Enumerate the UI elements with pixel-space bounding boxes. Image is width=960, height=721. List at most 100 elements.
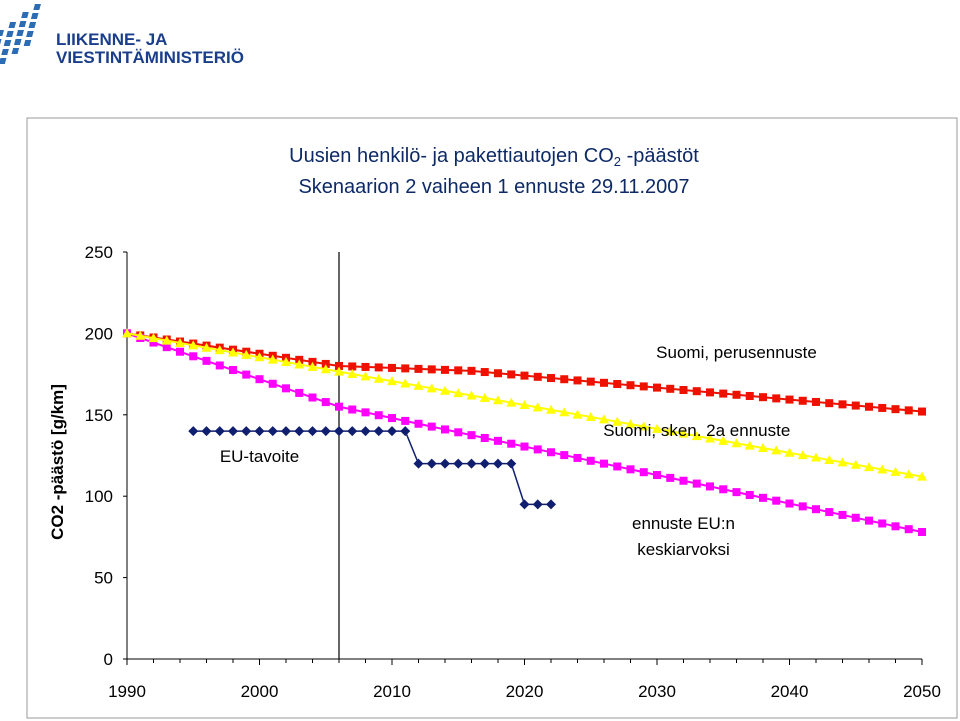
data-point-eu_avg [573, 453, 582, 462]
series-sken2a [122, 328, 927, 481]
data-point-sken2a [784, 447, 795, 457]
data-point-sken2a [267, 354, 278, 364]
data-point-eu_target [400, 426, 411, 437]
data-point-sken2a [850, 459, 861, 469]
data-point-perus [666, 384, 675, 393]
data-point-perus [600, 378, 608, 387]
data-point-sken2a [665, 426, 676, 436]
logo-mark-block [23, 40, 32, 46]
data-point-eu_avg [454, 428, 463, 437]
data-point-sken2a [532, 402, 543, 412]
data-point-eu_target [347, 426, 358, 437]
data-point-sken2a [519, 400, 530, 410]
chart-frame [26, 117, 958, 719]
logo-line2: VIESTINTÄMINISTERIÖ [56, 48, 244, 67]
data-point-eu_avg [745, 490, 754, 499]
data-point-eu_avg [361, 408, 370, 417]
data-point-sken2a [585, 411, 596, 421]
data-point-eu_avg [507, 439, 516, 448]
data-point-eu_avg [772, 496, 781, 505]
data-point-sken2a [426, 383, 437, 393]
data-point-perus [480, 368, 489, 377]
data-point-eu_avg [321, 398, 330, 407]
logo-mark-block [11, 48, 20, 54]
logo-mark-block [21, 12, 29, 18]
data-point-eu_target [201, 426, 212, 437]
data-point-sken2a [453, 388, 464, 398]
y-tick-label: 150 [85, 406, 113, 425]
data-point-eu_target [532, 499, 543, 510]
data-point-eu_avg [215, 361, 224, 370]
data-point-perus [918, 407, 926, 416]
data-point-sken2a [691, 431, 702, 441]
logo-mark-block [33, 4, 41, 10]
chart-annotation: Suomi, sken. 2a ennuste [603, 421, 790, 440]
data-point-perus [878, 403, 887, 412]
chart-annotation: ennuste EU:n [632, 514, 735, 533]
data-point-perus [348, 362, 357, 371]
x-tick-label: 1990 [108, 682, 146, 701]
data-point-eu_target [241, 426, 252, 437]
data-point-eu_target [387, 426, 397, 437]
data-point-sken2a [917, 471, 927, 481]
data-point-eu_avg [732, 488, 741, 497]
data-point-eu_target [466, 458, 477, 469]
data-point-eu_avg [547, 448, 555, 457]
data-point-sken2a [201, 342, 212, 352]
data-point-eu_avg [653, 471, 661, 480]
data-point-perus [520, 371, 529, 380]
data-point-eu_target [373, 426, 384, 437]
data-point-sken2a [864, 462, 874, 472]
data-point-perus [692, 387, 701, 396]
data-point-eu_avg [798, 502, 807, 511]
series-eu_target [188, 426, 556, 510]
data-point-sken2a [877, 464, 888, 474]
data-point-eu_avg [533, 445, 542, 454]
data-point-sken2a [744, 440, 755, 450]
data-point-eu_avg [560, 451, 569, 460]
data-point-perus [838, 400, 847, 409]
data-point-sken2a [479, 392, 490, 402]
data-point-sken2a [758, 443, 768, 453]
data-point-sken2a [599, 414, 609, 424]
data-point-sken2a [294, 359, 305, 369]
data-point-sken2a [638, 421, 649, 431]
data-point-perus [812, 397, 820, 406]
logo-mark-icon [0, 4, 41, 64]
logo-mark-block [16, 30, 24, 36]
data-point-eu_avg [335, 402, 343, 411]
data-point-eu_avg [308, 393, 317, 402]
data-point-sken2a [373, 373, 384, 383]
data-point-sken2a [546, 404, 556, 414]
data-point-eu_target [453, 458, 464, 469]
data-point-sken2a [241, 349, 252, 359]
logo-mark-block [26, 31, 34, 37]
series-layer [122, 328, 927, 537]
y-tick-label: 250 [85, 243, 113, 262]
x-tick-label: 2020 [506, 682, 544, 701]
data-point-sken2a [334, 366, 344, 376]
data-point-eu_target [320, 426, 331, 437]
data-point-eu_avg [414, 419, 423, 428]
logo-mark-block [6, 31, 14, 37]
data-point-perus [865, 402, 873, 411]
data-point-sken2a [625, 419, 636, 429]
data-point-eu_avg [189, 352, 198, 361]
data-point-perus [441, 365, 449, 374]
data-point-sken2a [652, 423, 662, 433]
data-point-sken2a [797, 450, 808, 460]
data-point-perus [586, 377, 595, 386]
data-point-perus [653, 383, 661, 392]
data-point-eu_avg [427, 422, 436, 431]
data-point-eu_target [413, 458, 424, 469]
data-point-eu_target [519, 499, 530, 510]
data-point-eu_target [493, 458, 503, 469]
data-point-perus [507, 370, 516, 379]
data-point-eu_target [479, 458, 490, 469]
data-point-eu_avg [692, 479, 701, 488]
data-point-eu_avg [162, 343, 171, 352]
x-tick-label: 2050 [903, 682, 941, 701]
data-point-eu_avg [719, 485, 728, 494]
data-point-eu_avg [295, 388, 304, 397]
data-point-perus [573, 376, 582, 385]
